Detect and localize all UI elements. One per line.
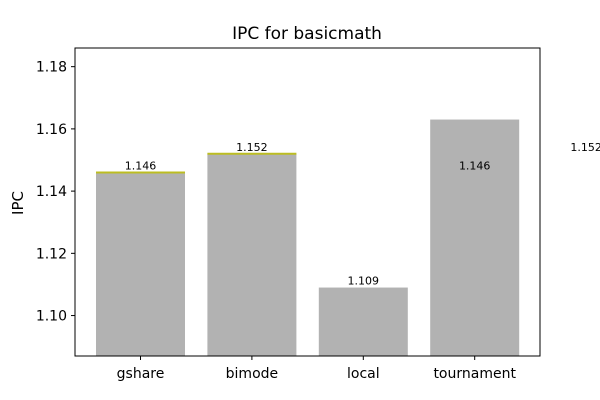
y-tick-label: 1.16 (36, 122, 67, 138)
data-label: 1.152 (570, 141, 600, 154)
bar-bimode (207, 153, 297, 356)
bars-group (96, 119, 520, 356)
y-ticks-group: 1.10 1.12 1.14 1.16 1.18 (36, 60, 75, 325)
x-tick-label: bimode (226, 366, 278, 382)
y-tick-label: 1.10 (36, 309, 67, 325)
y-tick-label: 1.18 (36, 60, 67, 76)
data-labels-group: 1.146 1.152 1.109 1.146 1.152 (125, 141, 600, 288)
y-axis-label: IPC (9, 191, 27, 215)
data-label: 1.152 (236, 141, 268, 154)
x-ticks-group: gshare bimode local tournament (117, 356, 516, 382)
data-label: 1.109 (348, 275, 380, 288)
x-tick-label: tournament (433, 366, 516, 382)
y-tick-label: 1.14 (36, 184, 67, 200)
x-tick-label: gshare (117, 366, 165, 382)
bar-tournament (430, 119, 520, 356)
chart-title: IPC for basicmath (232, 24, 382, 44)
data-label: 1.146 (125, 159, 157, 172)
data-label: 1.146 (459, 159, 491, 172)
x-tick-label: local (347, 366, 380, 382)
markers-group (96, 152, 297, 174)
bar-local (318, 287, 408, 356)
bar-gshare (96, 172, 185, 356)
y-tick-label: 1.12 (36, 246, 67, 262)
axes-frame (74, 47, 541, 357)
